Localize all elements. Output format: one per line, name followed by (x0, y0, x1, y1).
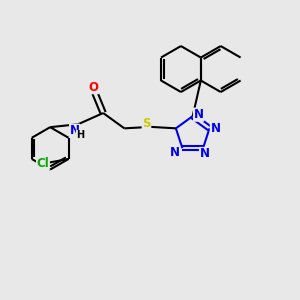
Text: N: N (170, 146, 180, 159)
Text: S: S (142, 117, 151, 130)
Text: N: N (194, 108, 204, 121)
Text: N: N (200, 148, 210, 160)
Text: H: H (76, 130, 85, 140)
Text: N: N (210, 122, 220, 135)
Text: N: N (70, 124, 80, 137)
Text: Cl: Cl (37, 157, 49, 169)
Text: O: O (88, 81, 98, 94)
